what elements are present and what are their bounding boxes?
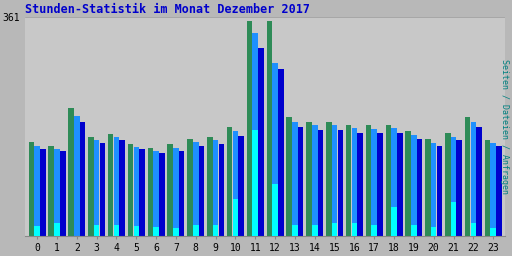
Bar (147, 148, 153, 236)
Bar (318, 130, 323, 236)
Bar (476, 126, 482, 236)
Bar (128, 144, 133, 236)
Bar (496, 146, 502, 236)
Bar (232, 131, 238, 236)
Bar (227, 126, 232, 236)
Bar (60, 151, 66, 236)
Bar (346, 125, 351, 236)
Bar (326, 122, 332, 236)
Bar (425, 139, 431, 236)
Bar (465, 118, 471, 236)
Bar (108, 134, 114, 236)
Bar (252, 33, 258, 236)
Bar (411, 135, 417, 236)
Bar (193, 225, 199, 236)
Bar (437, 146, 442, 236)
Bar (366, 125, 371, 236)
Bar (68, 108, 74, 236)
Bar (29, 142, 34, 236)
Text: Stunden-Statistik im Monat Dezember 2017: Stunden-Statistik im Monat Dezember 2017 (25, 3, 310, 16)
Bar (406, 131, 411, 236)
Y-axis label: Seiten / Dateien / Anfragen: Seiten / Dateien / Anfragen (500, 59, 509, 194)
Bar (187, 139, 193, 236)
Bar (134, 226, 139, 236)
Bar (74, 116, 79, 236)
Bar (179, 151, 184, 236)
Bar (337, 130, 343, 236)
Bar (377, 133, 383, 236)
Bar (292, 122, 297, 236)
Bar (306, 122, 312, 236)
Bar (471, 122, 476, 236)
Bar (391, 207, 397, 236)
Bar (134, 146, 139, 236)
Bar (471, 223, 476, 236)
Bar (213, 225, 219, 236)
Bar (199, 146, 204, 236)
Bar (371, 129, 377, 236)
Bar (100, 143, 105, 236)
Bar (54, 149, 60, 236)
Bar (451, 137, 456, 236)
Bar (490, 228, 496, 236)
Bar (139, 149, 145, 236)
Bar (159, 153, 165, 236)
Bar (298, 126, 304, 236)
Bar (258, 48, 264, 236)
Bar (431, 143, 436, 236)
Bar (391, 128, 397, 236)
Bar (232, 199, 238, 236)
Bar (272, 184, 278, 236)
Bar (411, 225, 417, 236)
Bar (312, 125, 317, 236)
Bar (332, 223, 337, 236)
Bar (386, 125, 391, 236)
Bar (490, 143, 496, 236)
Bar (49, 146, 54, 236)
Bar (278, 69, 284, 236)
Bar (40, 149, 46, 236)
Bar (357, 133, 363, 236)
Bar (207, 137, 212, 236)
Bar (94, 225, 99, 236)
Bar (397, 133, 402, 236)
Bar (34, 227, 40, 236)
Bar (445, 133, 451, 236)
Bar (94, 141, 99, 236)
Bar (153, 151, 159, 236)
Bar (352, 223, 357, 236)
Bar (417, 139, 422, 236)
Bar (485, 140, 490, 236)
Bar (88, 137, 94, 236)
Bar (451, 202, 456, 236)
Bar (114, 137, 119, 236)
Bar (332, 125, 337, 236)
Bar (114, 225, 119, 236)
Bar (173, 228, 179, 236)
Bar (219, 144, 224, 236)
Bar (153, 227, 159, 236)
Bar (371, 225, 377, 236)
Bar (252, 130, 258, 236)
Bar (213, 141, 219, 236)
Bar (286, 118, 292, 236)
Bar (80, 122, 86, 236)
Bar (193, 142, 199, 236)
Bar (312, 225, 317, 236)
Bar (431, 227, 436, 236)
Bar (247, 20, 252, 236)
Bar (34, 146, 40, 236)
Bar (272, 63, 278, 236)
Bar (239, 136, 244, 236)
Bar (457, 140, 462, 236)
Bar (119, 141, 125, 236)
Bar (167, 144, 173, 236)
Bar (352, 128, 357, 236)
Bar (292, 225, 297, 236)
Bar (173, 148, 179, 236)
Bar (54, 223, 60, 236)
Bar (267, 20, 272, 236)
